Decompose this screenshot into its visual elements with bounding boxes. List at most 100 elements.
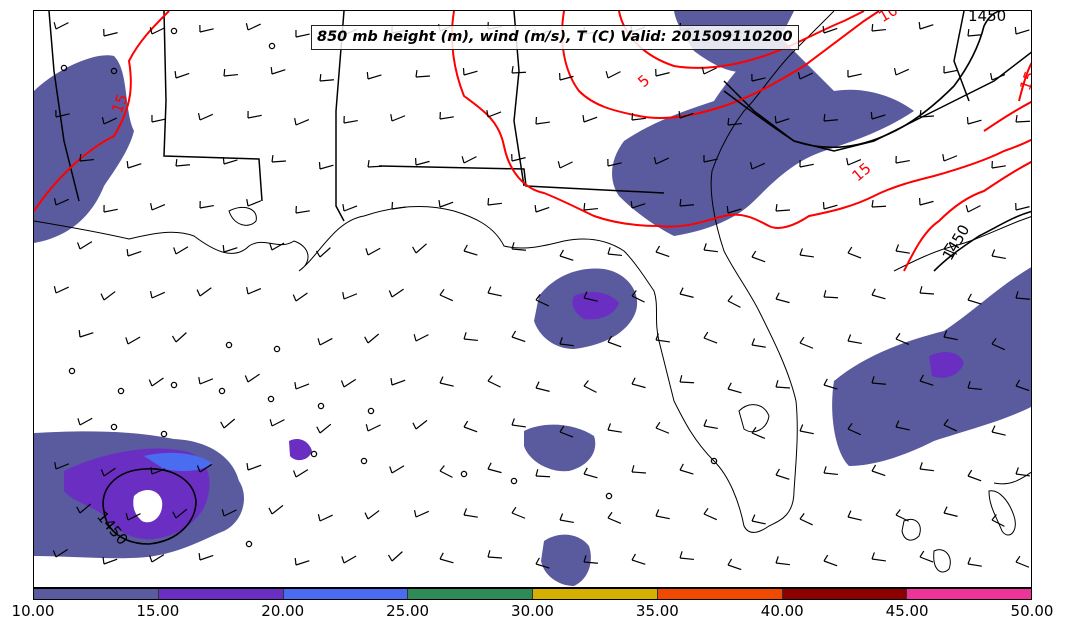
wind-barb: [367, 159, 383, 168]
calm-wind-circle: [245, 540, 253, 548]
wind-barb: [774, 115, 790, 124]
wind-barb: [918, 21, 934, 30]
wind-barb: [364, 333, 380, 344]
calm-wind-circle: [68, 367, 76, 375]
calm-wind-circle: [710, 457, 718, 465]
wind-barb: [559, 513, 574, 524]
wind-barb: [439, 465, 453, 478]
wind-barb: [727, 382, 742, 394]
wind-barb: [919, 374, 934, 386]
wind-barb: [822, 25, 838, 34]
wind-barb: [511, 418, 526, 428]
wind-barb: [511, 330, 526, 343]
wind-barb: [919, 550, 934, 563]
wind-barb: [77, 417, 93, 426]
wind-barb: [965, 205, 981, 213]
wind-barb: [942, 154, 958, 162]
wind-barb: [893, 68, 910, 76]
wind-barb: [607, 511, 622, 525]
wind-barb: [895, 509, 909, 522]
colorbar-segment: [782, 589, 908, 599]
wind-barb: [871, 288, 886, 300]
wind-barb: [412, 419, 428, 430]
wind-barb: [751, 514, 766, 525]
height-contour-ne: [723, 11, 1000, 149]
wind-barb: [221, 509, 237, 517]
wind-barb: [391, 201, 406, 210]
wind-barb: [1015, 467, 1030, 477]
wind-barb: [823, 378, 838, 390]
wind-barb: [316, 423, 332, 434]
calm-wind-circle: [110, 67, 118, 75]
wind-barb: [823, 554, 838, 567]
wind-barb: [605, 71, 621, 79]
wind-barb: [151, 114, 166, 123]
wind-barb: [171, 332, 187, 343]
wind-barb: [1015, 379, 1030, 392]
wind-barb: [511, 65, 527, 74]
wind-barb: [342, 292, 358, 300]
wind-barb: [463, 332, 478, 342]
wind-barb: [148, 377, 164, 387]
wind-barb: [751, 73, 766, 82]
calm-wind-circle: [268, 42, 276, 50]
wind-barb: [197, 113, 214, 121]
wind-barb: [871, 464, 886, 477]
state-line-2: [335, 11, 345, 222]
lake-west: [228, 206, 257, 226]
wind-barb: [52, 548, 69, 558]
temp-contour-east-2: [983, 100, 1031, 132]
wind-barb: [271, 154, 287, 163]
wind-barb: [294, 118, 310, 126]
wind-barb: [246, 287, 262, 295]
wind-barb: [871, 552, 886, 562]
map-canvas: 1450 1450 1450 15 15 5 10 15: [34, 11, 1031, 586]
wind-barb: [412, 243, 427, 254]
wind-barb: [439, 111, 454, 120]
wind-barb: [175, 158, 190, 167]
calm-wind-circle: [170, 381, 178, 389]
calm-wind-circle: [170, 27, 178, 35]
wind-barb: [775, 203, 791, 212]
wind-barb: [174, 70, 190, 79]
wind-barb: [244, 373, 260, 383]
wind-barb: [847, 334, 862, 345]
shading-east-atlantic-core: [929, 351, 964, 378]
shading-northeast: [612, 31, 914, 236]
wind-barb: [990, 73, 1006, 81]
colorbar-segment: [657, 589, 783, 599]
state-line-west: [48, 11, 80, 202]
wind-barb: [559, 72, 574, 81]
wind-barb: [751, 250, 766, 263]
height-contour-sw-low: [102, 468, 197, 545]
wind-barb: [775, 292, 790, 304]
state-line-6: [953, 11, 970, 102]
wind-barb: [222, 156, 238, 165]
wind-barb: [150, 466, 166, 475]
temp-label-5: 5: [634, 71, 653, 91]
wind-barb: [487, 550, 503, 559]
wind-barb: [463, 508, 478, 518]
wind-barb: [655, 68, 670, 77]
wind-barb: [701, 67, 717, 75]
wind-barb: [991, 425, 1006, 436]
wind-barb: [823, 113, 838, 122]
wind-barb: [823, 290, 839, 299]
map-panel: 1450 1450 1450 15 15 5 10 15 850 mb heig…: [33, 10, 1032, 588]
bahamas-island-2: [988, 490, 1016, 536]
wind-barb: [967, 381, 982, 391]
wind-barb: [390, 377, 406, 386]
wind-barb: [196, 287, 212, 297]
wind-barb: [535, 381, 550, 392]
colorbar-tick-label: 20.00: [261, 602, 305, 620]
wind-barb: [78, 329, 94, 338]
wind-barb: [631, 553, 646, 565]
wind-barb: [943, 419, 957, 432]
wind-barb: [559, 337, 574, 347]
temp-contour-ne: [1018, 62, 1031, 102]
temp-contour-west: [34, 11, 170, 212]
wind-barb: [847, 510, 862, 521]
temp-contour-5: [561, 11, 880, 119]
colorbar-tick-label: 15.00: [136, 602, 180, 620]
wind-barb: [775, 468, 790, 480]
